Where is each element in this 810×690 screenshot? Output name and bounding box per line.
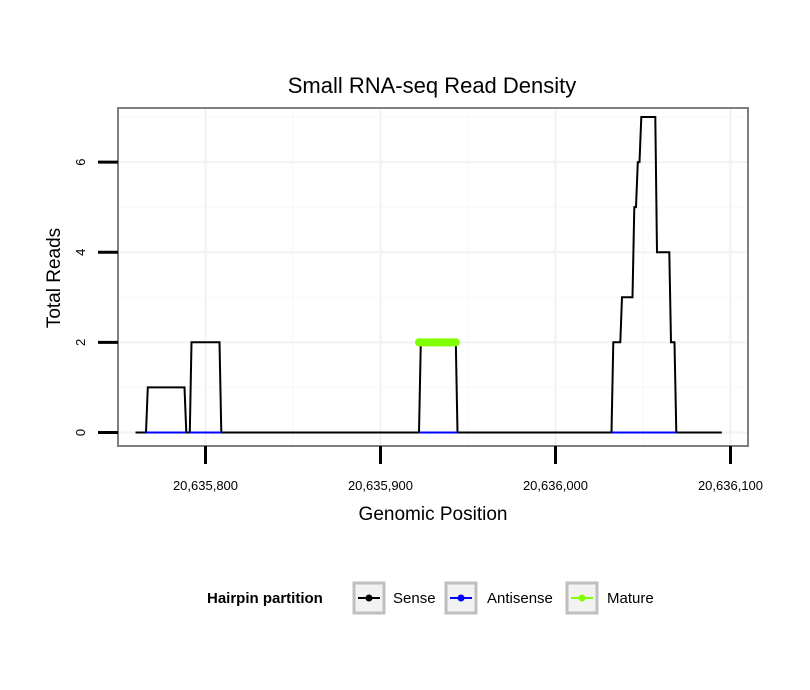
y-tick-label: 0 xyxy=(73,429,88,436)
y-tick-label: 2 xyxy=(73,339,88,346)
grid-layer xyxy=(117,108,748,446)
x-axis-title: Genomic Position xyxy=(359,504,508,525)
series-line-sense xyxy=(135,116,722,434)
x-tick-label: 20,635,900 xyxy=(348,478,413,493)
legend-key-point xyxy=(365,594,373,602)
legend-label: Antisense xyxy=(487,590,553,607)
axis-layer: 20,635,800 20,635,900 20,636,000 20,636,100… xyxy=(73,158,763,493)
legend-label: Mature xyxy=(607,590,654,607)
series-layer xyxy=(135,116,722,434)
legend-key-point xyxy=(457,594,465,602)
y-tick-label: 4 xyxy=(73,249,88,256)
legend: Hairpin partition Sense Antisense Mature xyxy=(207,581,654,615)
legend-label: Sense xyxy=(393,590,436,607)
x-tick-label: 20,636,100 xyxy=(698,478,763,493)
legend-key-point xyxy=(578,594,586,602)
plot-panel-border xyxy=(117,107,749,447)
x-tick-label: 20,635,800 xyxy=(173,478,238,493)
x-tick-label: 20,636,000 xyxy=(523,478,588,493)
y-tick-label: 6 xyxy=(73,158,88,165)
y-axis-title: Total Reads xyxy=(44,228,65,328)
legend-title: Hairpin partition xyxy=(207,590,323,607)
chart-title: Small RNA-seq Read Density xyxy=(288,73,577,98)
